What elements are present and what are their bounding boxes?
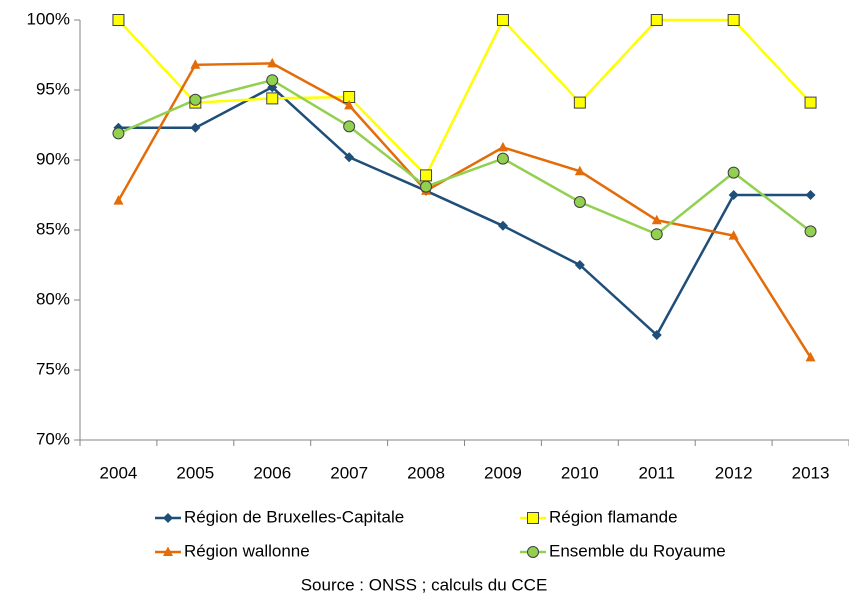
- x-tick-label: 2010: [561, 463, 599, 482]
- x-tick-label: 2007: [330, 463, 368, 482]
- legend-marker: [527, 512, 539, 524]
- point: [651, 330, 662, 340]
- point: [267, 57, 278, 68]
- legend-label: Région flamande: [549, 507, 678, 526]
- point: [573, 96, 586, 109]
- point: [266, 92, 279, 105]
- point: [573, 196, 586, 208]
- point: [190, 59, 201, 69]
- legend-item: Région wallonne: [155, 541, 310, 560]
- legend-item: Région de Bruxelles-Capitale: [155, 507, 404, 526]
- point: [727, 166, 740, 179]
- legend-item: Région flamande: [520, 507, 678, 526]
- legend-marker: [527, 546, 539, 558]
- y-tick-label: 100%: [27, 9, 70, 28]
- x-tick-label: 2011: [638, 463, 675, 482]
- x-tick-label: 2006: [253, 463, 291, 482]
- y-tick-label: 95%: [36, 79, 70, 98]
- point: [728, 190, 739, 200]
- point: [651, 214, 662, 225]
- x-tick-label: 2013: [792, 463, 830, 482]
- series-line: [117, 17, 812, 178]
- point: [112, 14, 125, 26]
- y-tick-label: 80%: [36, 289, 70, 308]
- legend-label: Ensemble du Royaume: [549, 541, 726, 560]
- point: [650, 14, 663, 26]
- series-line: [117, 78, 812, 236]
- legend-item: Ensemble du Royaume: [520, 541, 726, 560]
- x-tick-label: 2005: [176, 463, 214, 482]
- point: [113, 195, 124, 205]
- y-tick-label: 85%: [36, 219, 70, 238]
- point: [344, 99, 355, 110]
- point: [804, 96, 817, 109]
- legend-marker: [163, 546, 173, 556]
- point: [420, 169, 433, 182]
- y-tick-label: 70%: [36, 429, 70, 448]
- point: [728, 230, 739, 240]
- point: [420, 180, 433, 193]
- point: [650, 228, 663, 241]
- point: [497, 141, 508, 152]
- series-line: [118, 85, 811, 337]
- x-tick-label: 2012: [715, 463, 753, 482]
- point: [497, 220, 508, 231]
- y-tick-label: 90%: [36, 149, 70, 168]
- point: [343, 120, 356, 133]
- point: [112, 127, 125, 140]
- point: [805, 351, 816, 362]
- point: [727, 14, 740, 26]
- x-tick-label: 2004: [100, 463, 138, 482]
- point: [804, 225, 817, 238]
- point: [496, 14, 509, 26]
- legend-label: Région wallonne: [184, 541, 310, 560]
- source-note: Source : ONSS ; calculs du CCE: [301, 575, 548, 594]
- x-tick-label: 2008: [407, 463, 445, 482]
- legend-label: Région de Bruxelles-Capitale: [184, 507, 404, 526]
- point: [574, 260, 585, 270]
- point: [344, 152, 355, 163]
- x-tick-label: 2009: [484, 463, 522, 482]
- legend-marker: [163, 513, 173, 523]
- point: [496, 152, 509, 165]
- y-tick-label: 75%: [36, 359, 70, 378]
- point: [190, 122, 201, 133]
- series-line: [117, 62, 812, 359]
- point: [189, 93, 202, 106]
- point: [266, 74, 279, 87]
- point: [574, 165, 585, 176]
- point: [805, 190, 816, 200]
